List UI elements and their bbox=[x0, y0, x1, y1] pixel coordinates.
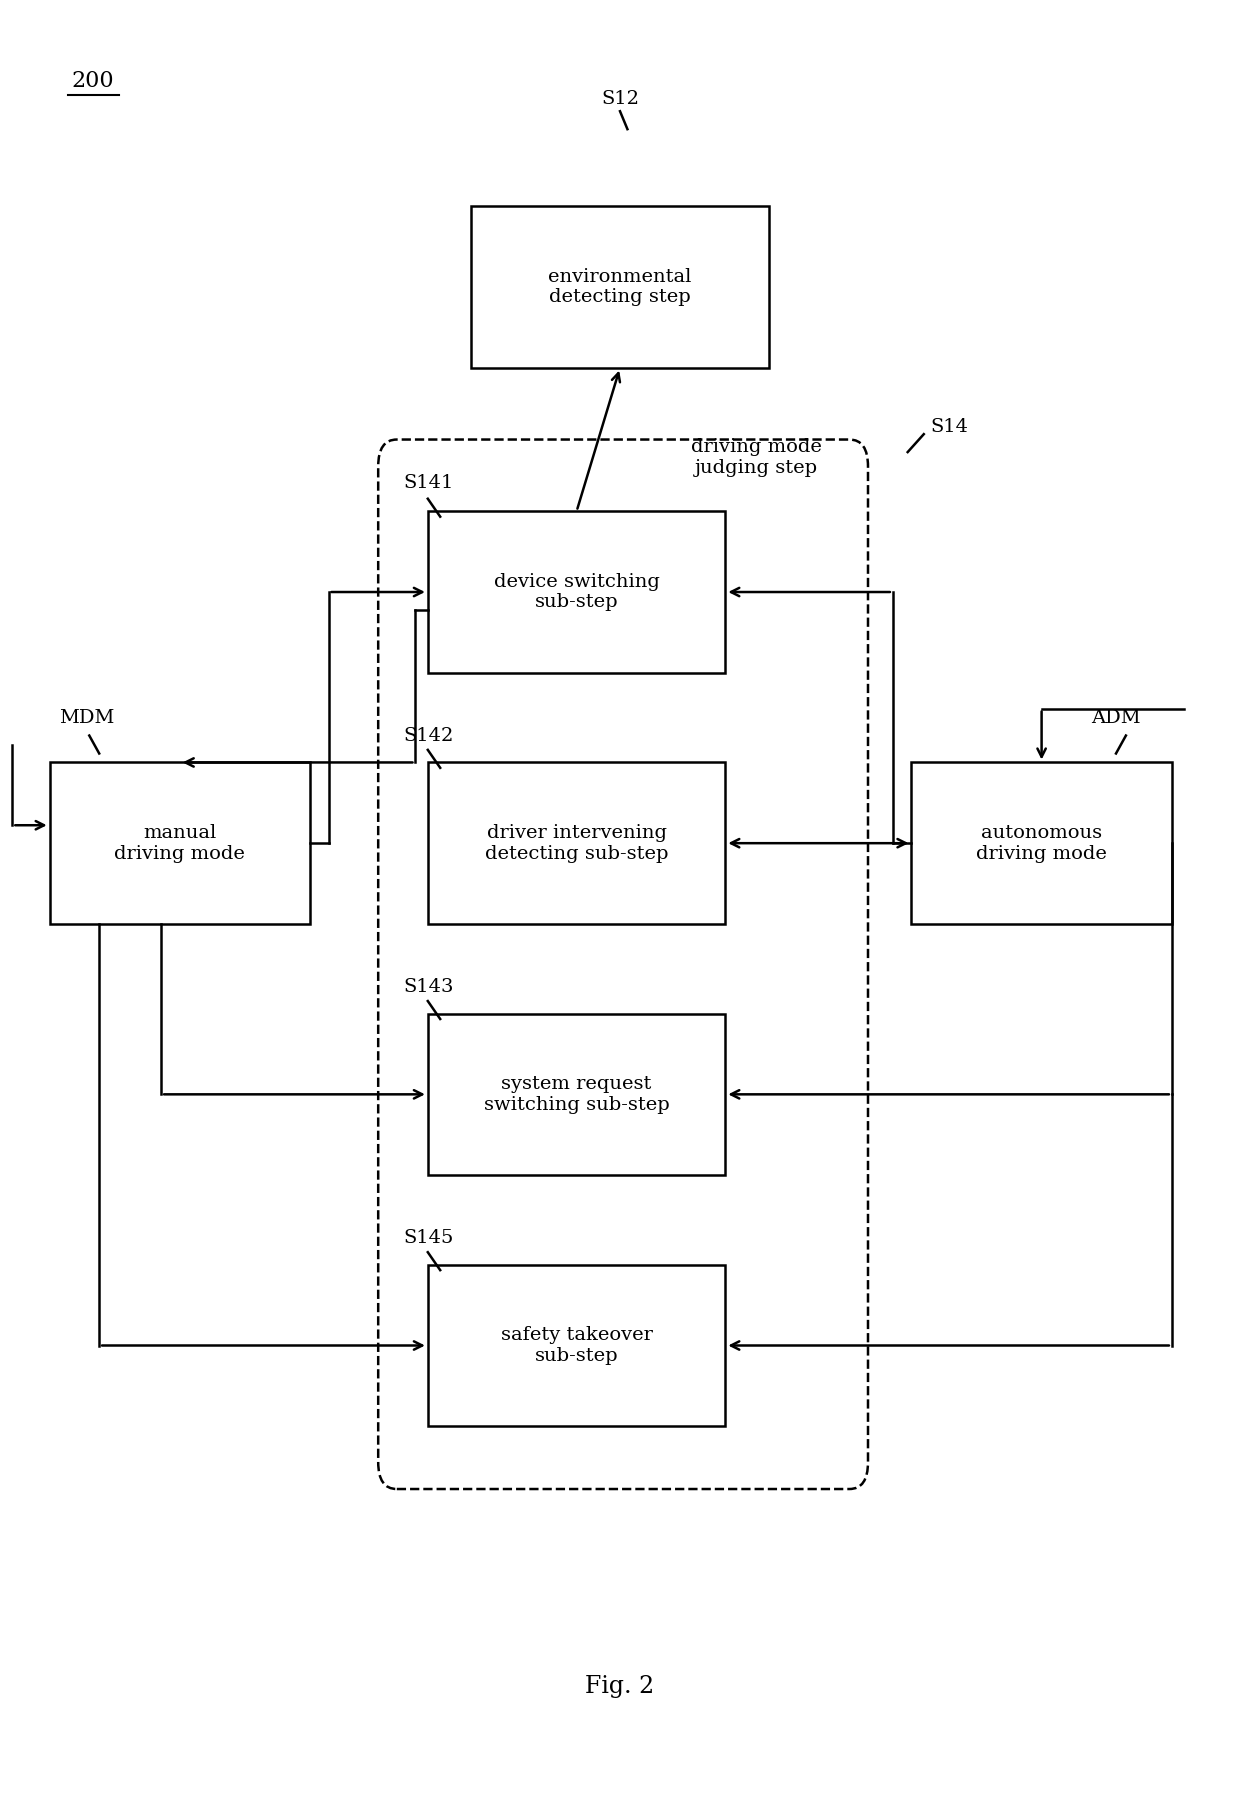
Text: S12: S12 bbox=[601, 90, 639, 108]
Text: manual
driving mode: manual driving mode bbox=[114, 823, 246, 863]
Bar bbox=[911, 762, 1172, 924]
Text: S142: S142 bbox=[403, 727, 454, 745]
Text: safety takeover
sub-step: safety takeover sub-step bbox=[501, 1326, 652, 1365]
Text: S14: S14 bbox=[930, 418, 968, 436]
Text: Fig. 2: Fig. 2 bbox=[585, 1676, 655, 1697]
Bar bbox=[471, 206, 769, 368]
Text: S141: S141 bbox=[403, 474, 454, 492]
Text: driver intervening
detecting sub-step: driver intervening detecting sub-step bbox=[485, 823, 668, 863]
Text: environmental
detecting step: environmental detecting step bbox=[548, 267, 692, 307]
Text: driving mode
judging step: driving mode judging step bbox=[691, 438, 822, 477]
Bar bbox=[428, 511, 725, 673]
Bar bbox=[428, 762, 725, 924]
Bar bbox=[428, 1014, 725, 1175]
Text: S143: S143 bbox=[403, 978, 454, 996]
Text: system request
switching sub-step: system request switching sub-step bbox=[484, 1075, 670, 1114]
Text: S145: S145 bbox=[403, 1229, 454, 1247]
Text: MDM: MDM bbox=[60, 709, 115, 727]
Bar bbox=[428, 1265, 725, 1426]
Text: 200: 200 bbox=[72, 70, 114, 91]
Text: device switching
sub-step: device switching sub-step bbox=[494, 572, 660, 612]
Bar bbox=[50, 762, 310, 924]
Text: ADM: ADM bbox=[1091, 709, 1141, 727]
Text: autonomous
driving mode: autonomous driving mode bbox=[976, 823, 1107, 863]
